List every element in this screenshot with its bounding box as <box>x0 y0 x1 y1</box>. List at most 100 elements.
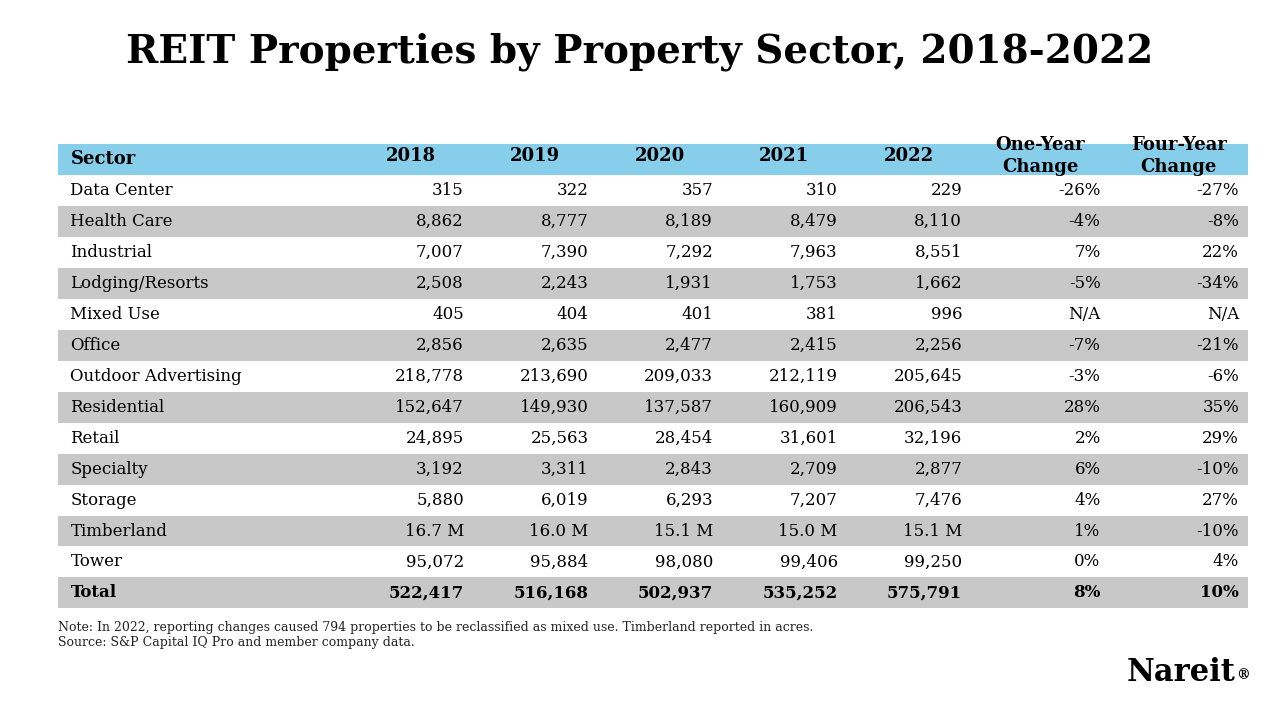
Text: 206,543: 206,543 <box>893 399 963 415</box>
Text: 218,778: 218,778 <box>394 368 463 384</box>
Text: 0%: 0% <box>1074 554 1101 570</box>
Text: -3%: -3% <box>1069 368 1101 384</box>
Text: 152,647: 152,647 <box>396 399 463 415</box>
Text: 4%: 4% <box>1074 492 1101 508</box>
Text: Note: In 2022, reporting changes caused 794 properties to be reclassified as mix: Note: In 2022, reporting changes caused … <box>58 621 813 649</box>
Text: 7,390: 7,390 <box>540 244 589 261</box>
Text: 2,256: 2,256 <box>915 337 963 354</box>
Text: Nareit: Nareit <box>1126 657 1235 688</box>
Text: 229: 229 <box>931 182 963 199</box>
Text: Sector: Sector <box>70 150 136 168</box>
Text: 7,292: 7,292 <box>666 244 713 261</box>
Text: N/A: N/A <box>1069 306 1101 323</box>
Text: Four-Year
Change: Four-Year Change <box>1130 136 1226 176</box>
Text: 8,777: 8,777 <box>540 213 589 230</box>
Text: -8%: -8% <box>1207 213 1239 230</box>
Text: 3,192: 3,192 <box>416 461 463 477</box>
Text: N/A: N/A <box>1207 306 1239 323</box>
Text: 1,662: 1,662 <box>915 275 963 292</box>
Text: 28%: 28% <box>1064 399 1101 415</box>
Text: 404: 404 <box>557 306 589 323</box>
Text: 996: 996 <box>931 306 963 323</box>
Text: 2,243: 2,243 <box>540 275 589 292</box>
Text: Lodging/Resorts: Lodging/Resorts <box>70 275 209 292</box>
Text: 27%: 27% <box>1202 492 1239 508</box>
Text: Data Center: Data Center <box>70 182 173 199</box>
Text: 516,168: 516,168 <box>513 585 589 601</box>
Text: 137,587: 137,587 <box>644 399 713 415</box>
Text: 405: 405 <box>433 306 463 323</box>
Text: 5,880: 5,880 <box>416 492 463 508</box>
Text: -10%: -10% <box>1197 461 1239 477</box>
Text: ®: ® <box>1236 669 1251 683</box>
Text: 16.0 M: 16.0 M <box>529 523 589 539</box>
Text: Health Care: Health Care <box>70 213 173 230</box>
Text: 575,791: 575,791 <box>887 585 963 601</box>
Text: 16.7 M: 16.7 M <box>404 523 463 539</box>
Text: 15.0 M: 15.0 M <box>778 523 837 539</box>
Text: 2,856: 2,856 <box>416 337 463 354</box>
Text: 6,019: 6,019 <box>541 492 589 508</box>
Text: 212,119: 212,119 <box>768 368 837 384</box>
Text: 8,479: 8,479 <box>790 213 837 230</box>
Text: 98,080: 98,080 <box>654 554 713 570</box>
Text: -26%: -26% <box>1059 182 1101 199</box>
Text: 522,417: 522,417 <box>389 585 463 601</box>
Text: 7,007: 7,007 <box>416 244 463 261</box>
Text: 2022: 2022 <box>883 147 934 165</box>
Text: 25,563: 25,563 <box>530 430 589 446</box>
Text: 6,293: 6,293 <box>666 492 713 508</box>
Text: 35%: 35% <box>1202 399 1239 415</box>
Text: 8,862: 8,862 <box>416 213 463 230</box>
Text: 213,690: 213,690 <box>520 368 589 384</box>
Text: 7,476: 7,476 <box>914 492 963 508</box>
Text: Mixed Use: Mixed Use <box>70 306 160 323</box>
Text: -4%: -4% <box>1069 213 1101 230</box>
Text: 401: 401 <box>681 306 713 323</box>
Text: 1,931: 1,931 <box>666 275 713 292</box>
Text: Specialty: Specialty <box>70 461 148 477</box>
Text: 24,895: 24,895 <box>406 430 463 446</box>
Text: 7,207: 7,207 <box>790 492 837 508</box>
Text: 28,454: 28,454 <box>654 430 713 446</box>
Text: 2019: 2019 <box>511 147 561 165</box>
Text: Storage: Storage <box>70 492 137 508</box>
Text: 3,311: 3,311 <box>540 461 589 477</box>
Text: 149,930: 149,930 <box>520 399 589 415</box>
Text: Timberland: Timberland <box>70 523 168 539</box>
Text: 15.1 M: 15.1 M <box>902 523 963 539</box>
Text: 1%: 1% <box>1074 523 1101 539</box>
Text: 2,477: 2,477 <box>666 337 713 354</box>
Text: 32,196: 32,196 <box>904 430 963 446</box>
Text: Residential: Residential <box>70 399 165 415</box>
Text: 31,601: 31,601 <box>780 430 837 446</box>
Text: Industrial: Industrial <box>70 244 152 261</box>
Text: 4%: 4% <box>1212 554 1239 570</box>
Text: 6%: 6% <box>1074 461 1101 477</box>
Text: 8,110: 8,110 <box>914 213 963 230</box>
Text: 2020: 2020 <box>635 147 685 165</box>
Text: 10%: 10% <box>1201 585 1239 601</box>
Text: Tower: Tower <box>70 554 123 570</box>
Text: 315: 315 <box>433 182 463 199</box>
Text: -7%: -7% <box>1069 337 1101 354</box>
Text: 2018: 2018 <box>385 147 435 165</box>
Text: -10%: -10% <box>1197 523 1239 539</box>
Text: 2,709: 2,709 <box>790 461 837 477</box>
Text: 2,877: 2,877 <box>914 461 963 477</box>
Text: 99,250: 99,250 <box>904 554 963 570</box>
Text: 8,551: 8,551 <box>915 244 963 261</box>
Text: Total: Total <box>70 585 116 601</box>
Text: 502,937: 502,937 <box>637 585 713 601</box>
Text: One-Year
Change: One-Year Change <box>996 136 1085 176</box>
Text: 535,252: 535,252 <box>763 585 837 601</box>
Text: 381: 381 <box>805 306 837 323</box>
Text: 7%: 7% <box>1074 244 1101 261</box>
Text: 8,189: 8,189 <box>666 213 713 230</box>
Text: Retail: Retail <box>70 430 120 446</box>
Text: 22%: 22% <box>1202 244 1239 261</box>
Text: 1,753: 1,753 <box>790 275 837 292</box>
Text: 8%: 8% <box>1073 585 1101 601</box>
Text: -34%: -34% <box>1197 275 1239 292</box>
Text: Outdoor Advertising: Outdoor Advertising <box>70 368 242 384</box>
